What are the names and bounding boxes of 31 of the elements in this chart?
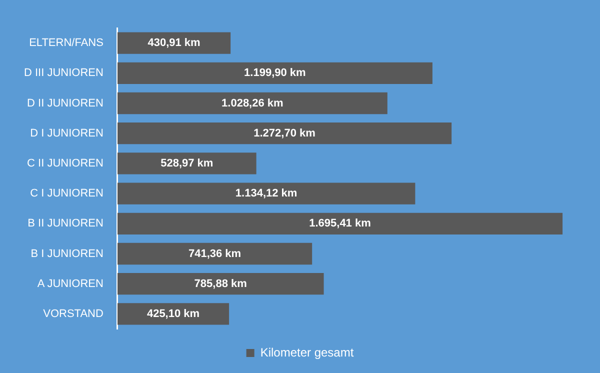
y-tick-label: ELTERN/FANS xyxy=(29,37,104,50)
y-tick-label: B II JUNIOREN xyxy=(28,218,104,230)
y-tick-label: D II JUNIOREN xyxy=(27,97,104,110)
legend-label: Kilometer gesamt xyxy=(260,345,354,360)
y-tick-label: D I JUNIOREN xyxy=(30,127,104,140)
bar xyxy=(117,32,231,54)
data-label: 430,91 km xyxy=(148,37,201,50)
data-label: 528,97 km xyxy=(160,157,214,170)
bar xyxy=(117,303,230,325)
data-label: 1.134,12 km xyxy=(235,188,298,200)
data-label: 785,88 km xyxy=(194,278,248,290)
data-label: 425,10 km xyxy=(146,308,200,320)
bar xyxy=(117,62,432,84)
bar xyxy=(117,152,256,174)
data-label: 741,36 km xyxy=(188,248,242,260)
y-tick-label: C I JUNIOREN xyxy=(30,188,104,200)
y-tick-label: VORSTAND xyxy=(43,308,104,320)
bar xyxy=(117,212,563,234)
data-label: 1.695,41 km xyxy=(309,218,372,230)
data-label: 1.272,70 km xyxy=(254,127,316,140)
bar xyxy=(117,273,324,295)
bar xyxy=(117,182,416,204)
y-tick-label: C II JUNIOREN xyxy=(27,157,104,170)
y-tick-label: D III JUNIOREN xyxy=(24,67,104,80)
bar xyxy=(117,122,452,144)
bar xyxy=(117,242,312,265)
y-tick-label: B I JUNIOREN xyxy=(30,248,104,260)
data-label: 1.028,26 km xyxy=(222,97,284,110)
bar xyxy=(117,92,388,114)
data-label: 1.199,90 km xyxy=(244,67,306,80)
y-tick-label: A JUNIOREN xyxy=(37,278,104,290)
